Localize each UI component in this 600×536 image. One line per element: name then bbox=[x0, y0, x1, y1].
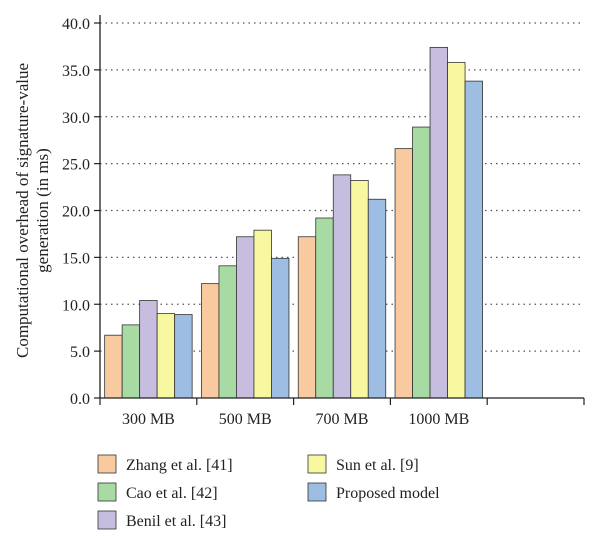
x-tick-label: 1000 MB bbox=[408, 411, 469, 428]
x-tick-label: 500 MB bbox=[219, 411, 272, 428]
legend-swatch bbox=[97, 510, 117, 530]
y-tick-label: 25.0 bbox=[62, 157, 90, 174]
y-tick-label: 5.0 bbox=[70, 344, 90, 361]
legend-swatch bbox=[307, 454, 327, 474]
bar bbox=[367, 198, 387, 399]
legend-swatch bbox=[97, 454, 117, 474]
y-ticks: 0.0 5.0 10.0 15.0 20.0 25.0 30.0 35.0 40.0 bbox=[62, 16, 100, 408]
bar bbox=[218, 265, 237, 399]
x-ticks: 300 MB 500 MB 700 MB 1000 MB bbox=[99, 398, 585, 428]
x-tick-label: 300 MB bbox=[122, 411, 175, 428]
y-tick-label: 30.0 bbox=[62, 110, 90, 127]
y-tick-label: 15.0 bbox=[62, 250, 90, 267]
bar bbox=[350, 180, 369, 399]
x-tick-label: 700 MB bbox=[316, 411, 369, 428]
y-axis-label-line: Computational overhead of signature-valu… bbox=[13, 63, 32, 358]
legend-label: Benil et al. [43] bbox=[126, 513, 226, 530]
y-tick-label: 10.0 bbox=[62, 297, 90, 314]
legend-swatch bbox=[307, 482, 327, 502]
legend-label: Zhang et al. [41] bbox=[126, 457, 233, 474]
bar bbox=[174, 314, 193, 399]
bar bbox=[447, 61, 466, 399]
legend: Zhang et al. [41] Cao et al. [42] Benil et… bbox=[97, 454, 440, 530]
bar bbox=[315, 217, 334, 399]
y-tick-label: 20.0 bbox=[62, 204, 90, 221]
bar bbox=[464, 80, 483, 399]
y-axis-label-line: generation (in ms) bbox=[33, 148, 52, 273]
bar bbox=[121, 324, 141, 399]
y-tick-label: 0.0 bbox=[70, 391, 90, 408]
bar bbox=[429, 46, 448, 399]
bar bbox=[236, 236, 255, 399]
bar bbox=[394, 148, 413, 399]
y-tick-label: 35.0 bbox=[62, 63, 90, 80]
legend-label: Proposed model bbox=[336, 485, 440, 502]
legend-label: Cao et al. [42] bbox=[126, 485, 218, 502]
bar bbox=[271, 257, 290, 399]
bar bbox=[201, 283, 220, 399]
y-axis-label: Computational overhead of signature-valu… bbox=[13, 63, 52, 358]
bar bbox=[139, 300, 158, 399]
bar bbox=[412, 126, 431, 399]
legend-swatch bbox=[97, 482, 117, 502]
bar bbox=[156, 313, 176, 399]
bar bbox=[253, 229, 272, 399]
bar bbox=[104, 334, 123, 399]
y-tick-label: 40.0 bbox=[62, 16, 90, 33]
legend-label: Sun et al. [9] bbox=[336, 457, 419, 474]
axes bbox=[99, 15, 584, 399]
bars bbox=[104, 46, 483, 399]
bar bbox=[297, 236, 317, 399]
bar bbox=[332, 174, 352, 399]
